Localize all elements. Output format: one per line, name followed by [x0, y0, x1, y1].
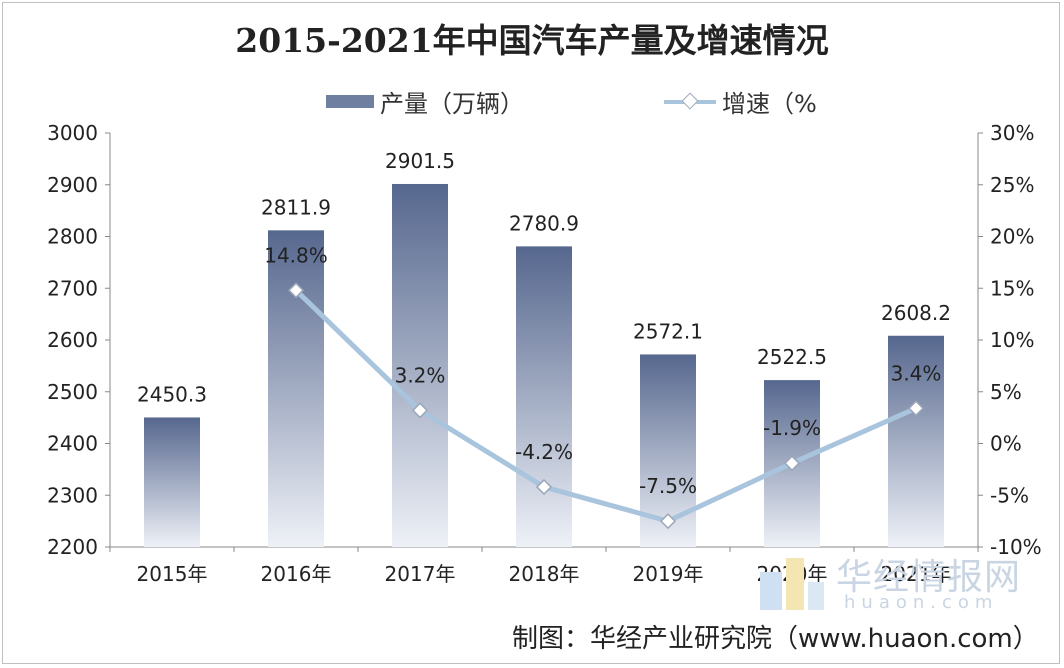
- growth-point: [287, 282, 305, 299]
- growth-point: [659, 513, 677, 530]
- bar-production: [516, 246, 572, 547]
- growth-point: [535, 478, 553, 496]
- legend: 产量（万辆） 增速（%: [0, 84, 1064, 118]
- growth-line: [294, 288, 918, 524]
- x-tick-label: 2021年: [881, 562, 952, 586]
- y-right-tick-label: 25%: [990, 173, 1034, 197]
- bar-data-label: 2811.9: [261, 195, 331, 219]
- y-right-tick-label: 5%: [990, 380, 1022, 404]
- x-tick-label: 2015年: [137, 562, 208, 586]
- legend-item-growth: 增速（%: [664, 84, 817, 119]
- y-right-tick-label: 20%: [990, 225, 1034, 249]
- y-left-tick-label: 2400: [47, 432, 98, 456]
- bar-data-label: 2608.2: [881, 301, 951, 325]
- bar-production: [888, 335, 944, 547]
- y-left-tick-label: 2200: [47, 535, 98, 559]
- bar-data-label: 2572.1: [633, 319, 703, 343]
- watermark-en: huaon.com: [844, 592, 999, 613]
- bar-data-label: 2450.3: [137, 382, 207, 406]
- legend-line-swatch: [664, 92, 716, 109]
- y-left-tick-label: 2600: [47, 328, 98, 352]
- y-left-tick-label: 2500: [47, 380, 98, 404]
- legend-item-production: 产量（万辆）: [326, 84, 524, 119]
- chart-title: 2015-2021年中国汽车产量及增速情况: [235, 21, 829, 60]
- legend-label-production: 产量（万辆）: [380, 90, 524, 118]
- x-tick-label: 2017年: [385, 562, 456, 586]
- growth-data-label: -7.5%: [639, 474, 697, 498]
- y-right-tick-label: -5%: [990, 483, 1029, 507]
- bar-production: [268, 230, 324, 548]
- y-right-tick-label: 30%: [990, 121, 1034, 145]
- growth-data-label: -1.9%: [763, 416, 821, 440]
- y-left-tick-label: 2700: [47, 276, 98, 300]
- y-left-tick-label: 2800: [47, 225, 98, 249]
- growth-point: [411, 402, 429, 419]
- y-right-tick-label: 15%: [990, 276, 1034, 300]
- bar-data-label: 2780.9: [509, 211, 579, 235]
- growth-data-label: -4.2%: [515, 440, 573, 464]
- bar-data-label: 2522.5: [757, 345, 827, 369]
- watermark: 华经情报网 huaon.com: [760, 546, 1030, 616]
- legend-label-growth: 增速（%: [722, 90, 817, 118]
- growth-data-label: 14.8%: [264, 243, 328, 267]
- footer-source: 制图：华经产业研究院（www.huaon.com）: [512, 624, 1039, 654]
- legend-bar-swatch: [326, 95, 374, 108]
- bar-production: [392, 183, 448, 547]
- y-left-tick-label: 3000: [47, 121, 98, 145]
- bar-data-label: 2901.5: [385, 149, 455, 173]
- y-right-tick-label: 0%: [990, 432, 1022, 456]
- watermark-logo-icon: [760, 552, 826, 610]
- y-left-tick-label: 2300: [47, 483, 98, 507]
- x-tick-label: 2016年: [261, 562, 332, 586]
- y-right-tick-label: -10%: [990, 535, 1042, 559]
- y-right-tick-label: 10%: [990, 328, 1034, 352]
- growth-point: [907, 400, 925, 417]
- watermark-cn: 华经情报网: [836, 557, 1022, 598]
- x-tick-label: 2019年: [633, 562, 704, 586]
- y-left-tick-label: 2900: [47, 173, 98, 197]
- x-tick-label: 2018年: [509, 562, 580, 586]
- bar-production: [144, 417, 200, 547]
- growth-data-label: 3.2%: [395, 363, 446, 387]
- growth-point: [783, 455, 801, 472]
- growth-data-label: 3.4%: [891, 361, 942, 385]
